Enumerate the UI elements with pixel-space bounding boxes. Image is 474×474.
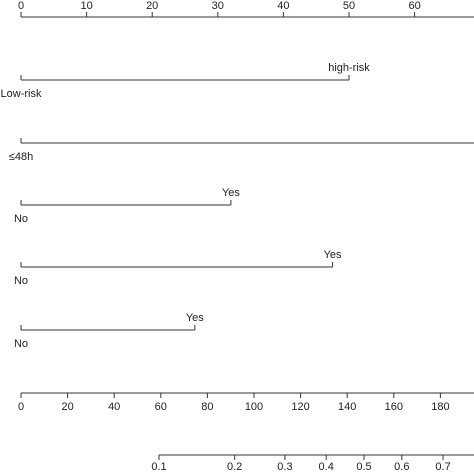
tick-label: 60 <box>408 0 420 12</box>
tick-label: 0 <box>18 0 24 12</box>
level-label: ≤48h <box>9 151 33 163</box>
tick-label: 80 <box>201 401 213 413</box>
level-label: Yes <box>186 312 204 324</box>
level-label: Low-risk <box>1 88 42 100</box>
tick-label: 120 <box>291 401 309 413</box>
tick-label: 0.3 <box>277 461 292 473</box>
tick-label: 10 <box>80 0 92 12</box>
tick-label: 180 <box>431 401 449 413</box>
tick-label: 30 <box>212 0 224 12</box>
level-label: Yes <box>324 249 342 261</box>
tick-label: 20 <box>61 401 73 413</box>
level-label: Yes <box>222 187 240 199</box>
tick-label: 100 <box>245 401 263 413</box>
tick-label: 0.4 <box>319 461 334 473</box>
tick-label: 50 <box>343 0 355 12</box>
tick-label: 20 <box>146 0 158 12</box>
level-label: No <box>14 213 28 225</box>
tick-label: 0.2 <box>227 461 242 473</box>
tick-label: 0.7 <box>435 461 450 473</box>
tick-label: 160 <box>385 401 403 413</box>
tick-label: 140 <box>338 401 356 413</box>
tick-label: 0.6 <box>394 461 409 473</box>
tick-label: 0 <box>18 401 24 413</box>
tick-label: 40 <box>108 401 120 413</box>
level-label: high-risk <box>328 62 370 74</box>
tick-label: 40 <box>277 0 289 12</box>
tick-label: 0.1 <box>151 461 166 473</box>
level-label: No <box>14 275 28 287</box>
level-label: No <box>14 338 28 350</box>
tick-label: 60 <box>155 401 167 413</box>
tick-label: 0.5 <box>356 461 371 473</box>
